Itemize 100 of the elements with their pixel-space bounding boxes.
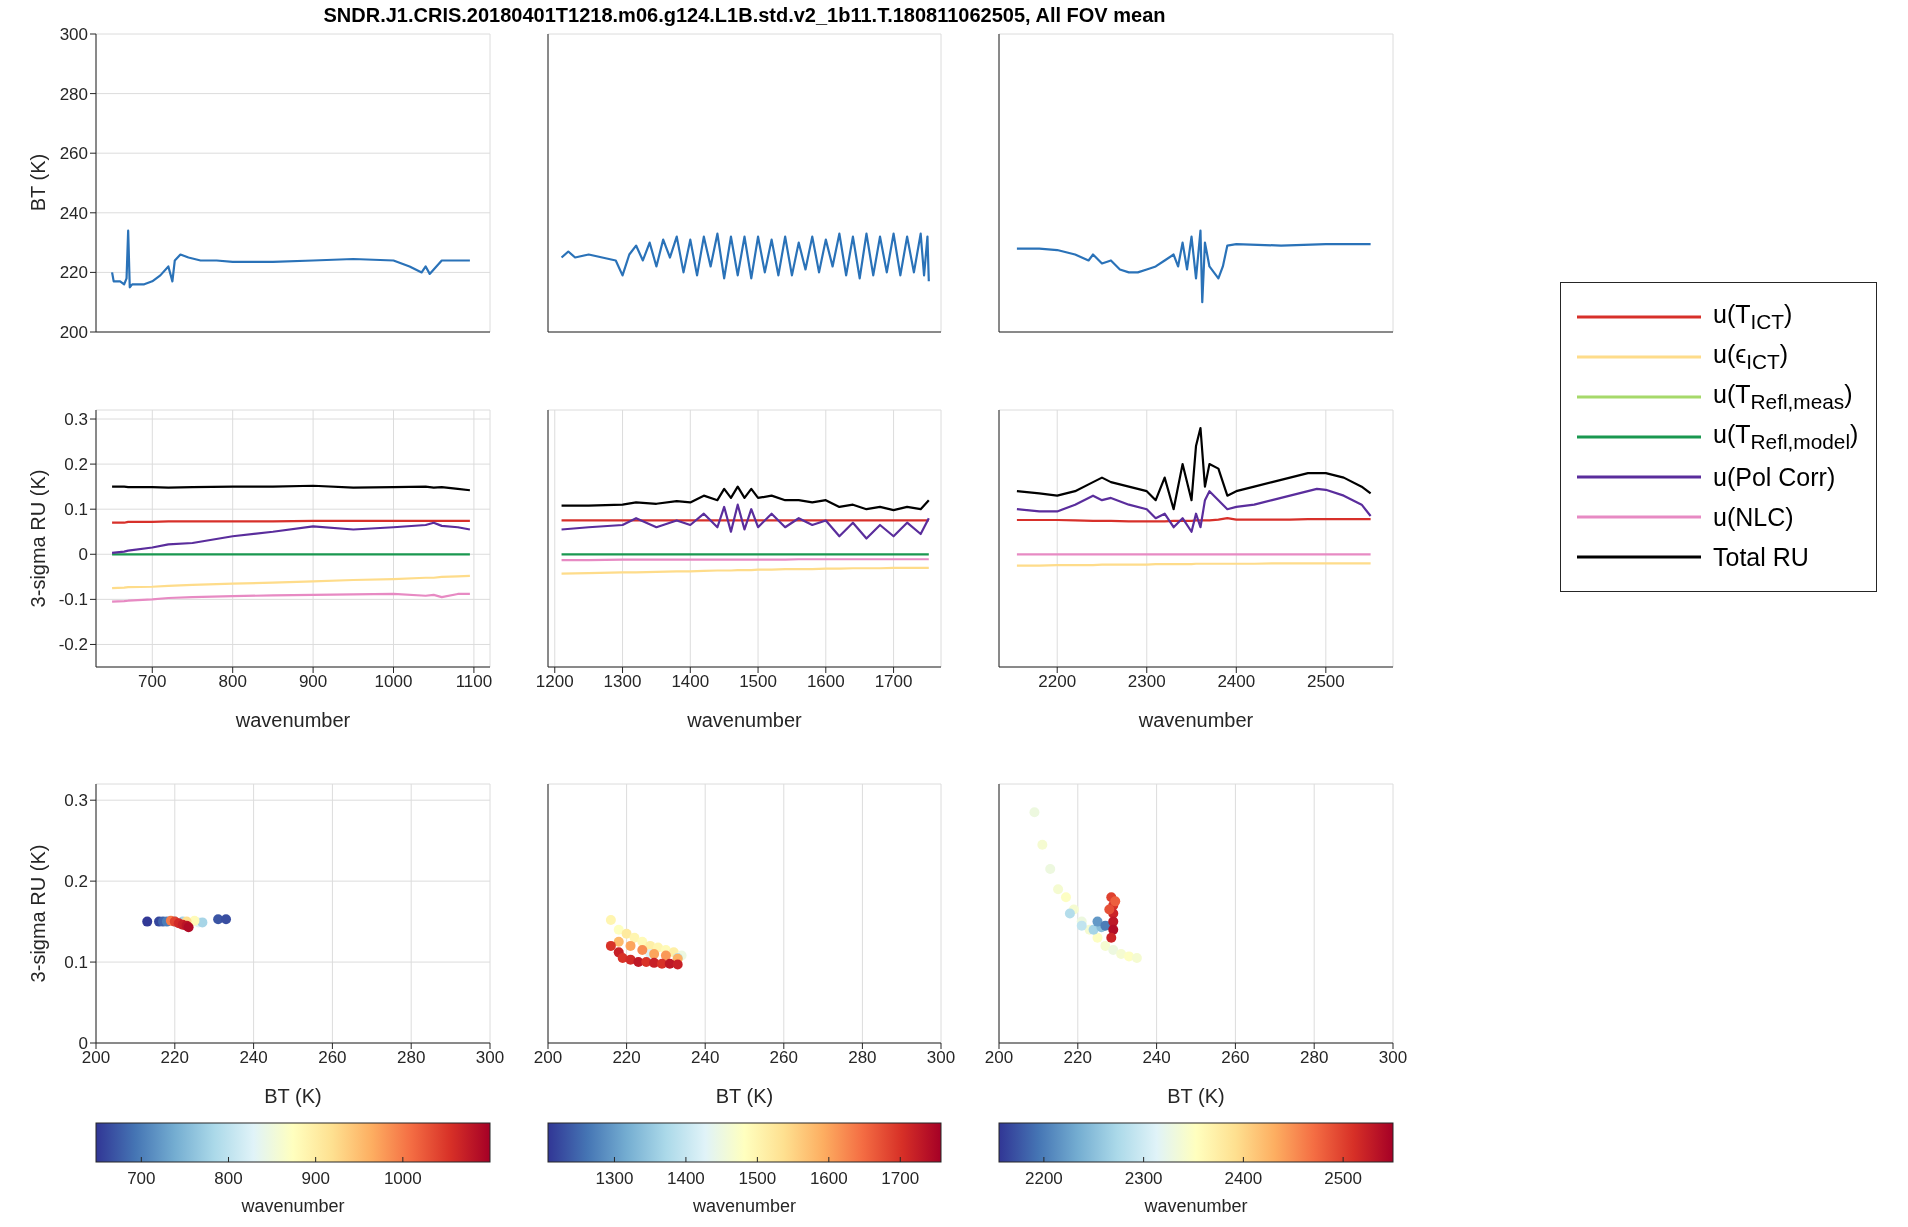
point [613,936,624,947]
x-tick-label: 1200 [535,672,574,692]
x-tick-label: 1300 [603,672,642,692]
point [1106,932,1117,943]
point [1108,944,1119,955]
x-tick-label: 280 [397,1048,426,1068]
point [613,924,624,935]
x-tick-label: 2200 [1038,672,1077,692]
x-tick-label: 280 [848,1048,877,1068]
y-tick-label: 200 [59,323,88,343]
color-bar-label: 1600 [809,1169,848,1188]
point [1045,863,1056,874]
color-bar-label: 2400 [1224,1169,1263,1188]
x-tick-label: 240 [691,1048,720,1068]
y-axis-title: 3-sigma RU (K) [26,843,50,984]
x-tick-label: 900 [298,672,328,692]
x-tick-label: 800 [218,672,247,692]
point [637,944,648,955]
x-tick-label: 260 [769,1048,798,1068]
y-tick-label: 0.1 [64,500,88,520]
point [621,928,632,939]
color-bar-title: wavenumber [1143,1196,1248,1216]
y-axis-title: BT (K) [26,152,50,214]
point [633,957,644,968]
point [629,932,640,943]
x-tick-label: 220 [160,1048,189,1068]
color-bar-label: 700 [127,1169,156,1188]
point [1100,940,1111,951]
point [625,940,636,951]
color-bar-label: 1400 [666,1169,705,1188]
legend-label: u(NLC) [1713,502,1794,532]
point [672,959,683,970]
x-tick-label: 1100 [455,672,493,692]
legend-label: u(T$_{Refl,model}$) [1713,420,1859,454]
x-tick-label: 700 [138,672,167,692]
y-axis-title: 3-sigma RU (K) [26,468,50,609]
point [1076,920,1087,931]
point [1116,948,1127,959]
legend-label: Total RU [1713,542,1809,572]
x-tick-label: 2500 [1306,672,1345,692]
y-tick-label: 300 [59,25,88,45]
color-bar-label: 1700 [881,1169,920,1188]
x-tick-label: 300 [475,1048,505,1068]
legend-label: u(T$_{Refl,meas}$) [1713,380,1853,414]
color-bar-title: wavenumber [240,1196,345,1216]
x-axis-title: BT (K) [714,1085,775,1108]
x-axis-title: wavenumber [686,709,803,732]
x-tick-label: 200 [984,1048,1014,1068]
point [221,914,232,925]
color-bar-title: wavenumber [691,1196,797,1216]
color-bar-label: 1500 [738,1169,777,1188]
x-tick-label: 2400 [1217,672,1256,692]
y-tick-label: 0.1 [64,953,88,973]
x-tick-label: 220 [1063,1048,1092,1068]
y-tick-label: 220 [59,263,88,283]
x-tick-label: 240 [1142,1048,1171,1068]
chart-title: SNDR.J1.CRIS.20180401T1218.m06.g124.L1B.std.v2_1b11.T.180811062505, All FOV mean [322,4,1167,27]
x-tick-label: 280 [1300,1048,1329,1068]
legend-label: u(ϵ$_{ICT}$) [1713,340,1789,374]
y-tick-label: 0 [78,545,88,565]
point [1029,807,1040,818]
y-tick-label: 0.2 [64,872,88,892]
x-axis-title: wavenumber [234,709,352,732]
point [1124,951,1135,962]
x-tick-label: 240 [239,1048,268,1068]
point [605,940,616,951]
x-tick-label: 1400 [671,672,710,692]
y-tick-label: 280 [59,84,88,104]
x-tick-label: 1000 [374,672,413,692]
point [1053,884,1064,895]
point [1104,904,1115,915]
line-series [110,592,471,603]
point [142,916,153,927]
line-series [110,229,471,289]
color-bar-label: 900 [301,1169,330,1188]
y-tick-label: 240 [59,203,88,223]
line-series [110,521,471,555]
x-tick-label: 260 [318,1048,347,1068]
point [649,948,660,959]
legend-label: u(T$_{ICT}$) [1713,300,1793,334]
y-tick-label: 0.2 [64,455,88,475]
color-bar-label: 1000 [383,1169,422,1188]
x-axis-title: BT (K) [263,1085,323,1108]
x-tick-label: 2300 [1127,672,1166,692]
x-axis-title: BT (K) [1166,1085,1226,1108]
point [605,914,616,925]
point [1037,839,1048,850]
x-tick-label: 220 [612,1048,641,1068]
x-tick-label: 1500 [739,672,777,692]
x-axis-title: wavenumber [1137,709,1255,732]
x-tick-label: 1700 [874,672,913,692]
x-tick-label: 300 [1378,1048,1408,1068]
y-tick-label: -0.2 [58,635,88,655]
x-tick-label: 200 [533,1048,563,1068]
color-bar-label: 2500 [1324,1169,1363,1188]
y-tick-label: 260 [59,144,88,164]
point [1131,953,1142,964]
y-tick-label: 0.3 [64,410,88,430]
color-bar-label: 1300 [595,1169,634,1188]
color-bar-label: 2200 [1024,1169,1063,1188]
